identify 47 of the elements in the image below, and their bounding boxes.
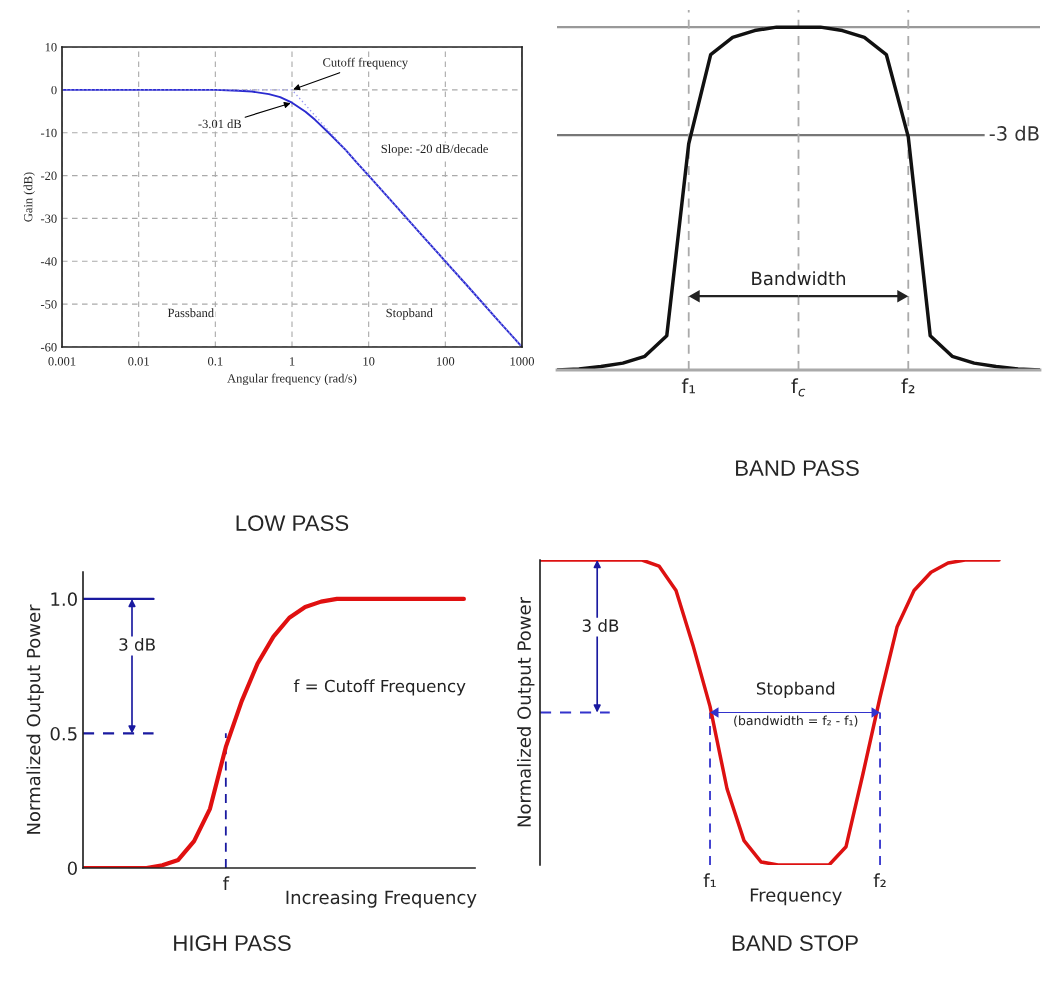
annotation: 3 dB [119, 637, 155, 651]
x-tick-label: 10 [363, 357, 375, 366]
y-tick-label: -60 [40, 343, 57, 352]
y-axis-title: Gain (dB) [23, 172, 35, 222]
annotation: Stopband [386, 308, 433, 320]
text: HIGH PASS [174, 935, 291, 951]
annotation: -3.01 dB [198, 119, 242, 129]
annotation: Bandwidth [752, 271, 846, 286]
x-axis-title: Angular frequency (rad/s) [227, 373, 357, 386]
ref-line-label: -3 dB [989, 125, 1039, 141]
x-axis-title: Increasing Frequency [286, 890, 477, 908]
text: BAND STOP [732, 935, 858, 951]
annotation: f = Cutoff Frequency [293, 679, 466, 696]
annotation: Slope: -20 dB/decade [381, 144, 488, 156]
x-tick-label: 0.1 [208, 357, 223, 366]
x-tick-label: 1000 [510, 357, 535, 366]
x-tick-label: 100 [437, 357, 455, 366]
y-tick-label: -50 [40, 300, 57, 309]
annotation: 3 dB [582, 619, 619, 632]
line-series [83, 596, 466, 868]
text: LOW PASS [236, 515, 349, 531]
x-tick-label: 1 [289, 357, 295, 366]
y-tick-label: 10 [45, 43, 57, 52]
y-tick-label: -20 [40, 171, 57, 181]
x-tick-label: 0.01 [128, 357, 149, 366]
y-axis-title: Normalized Output Power [26, 604, 44, 834]
y-tick-label: 1.0 [51, 592, 77, 607]
y-tick-label: 0 [51, 85, 57, 95]
y-tick-label: 0.5 [50, 726, 77, 741]
y-tick-label: -40 [40, 257, 57, 266]
y-tick-label: 0 [67, 861, 77, 876]
x-axis-title: Frequency [750, 888, 842, 906]
annotation: Stopband [756, 681, 835, 698]
x-tick-label: f₁ [703, 873, 716, 888]
y-tick-label: -30 [40, 214, 57, 223]
x-tick-label: 0.001 [48, 357, 76, 366]
annotation: Cutoff frequency [323, 57, 409, 70]
x-tick-label: f₁ [681, 378, 695, 394]
y-tick-label: -10 [40, 128, 57, 138]
x-tick-label: f$_{c}$ [791, 378, 806, 397]
annotation: (bandwidth = f₂ - f₁) [734, 715, 858, 727]
x-tick-label: f [223, 876, 230, 891]
text: BAND PASS [736, 460, 859, 476]
annotation: Passband [167, 308, 214, 318]
x-tick-label: f₂ [873, 873, 886, 888]
x-tick-label: f₂ [901, 378, 915, 394]
y-axis-title: Normalized Output Power [516, 596, 535, 827]
